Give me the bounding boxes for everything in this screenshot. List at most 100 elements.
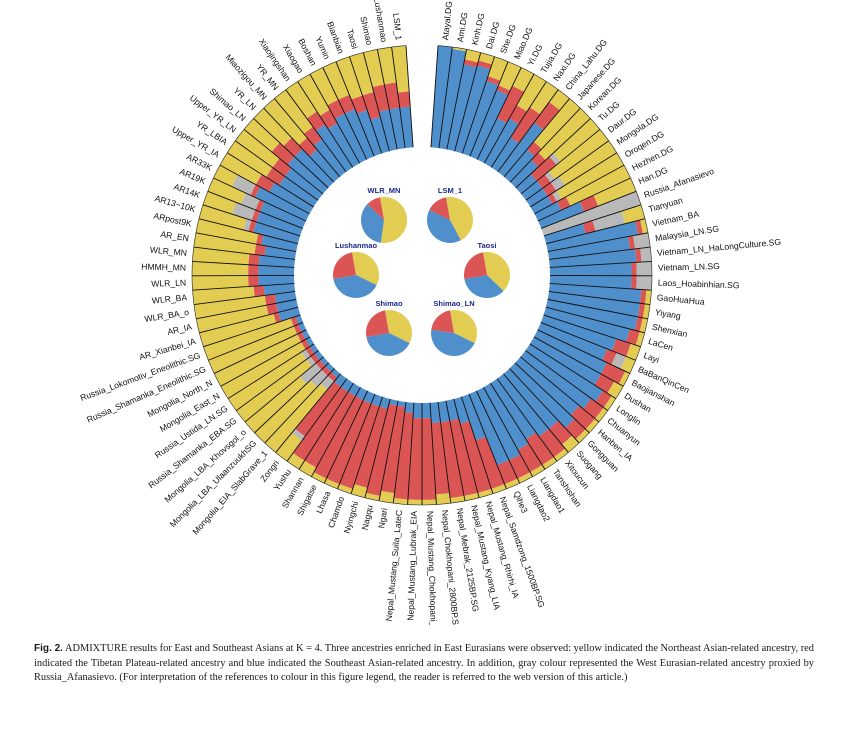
bar-segment-Russia_Ustida_LN.SG-r	[305, 346, 315, 357]
bar-segment-Shannan-r	[304, 391, 356, 468]
bar-segment-Shimao_LN-y	[244, 118, 280, 152]
bar-separator	[263, 107, 335, 183]
population-label: Lushanmao	[372, 0, 389, 43]
bar-separator	[483, 73, 535, 164]
bar-segment-Lhasa-y	[324, 478, 340, 489]
bar-separator	[543, 204, 642, 237]
bar-segment-Vietnam_LN.SG-b	[549, 262, 632, 276]
bar-separator	[311, 387, 361, 477]
pie-label: Shimao	[375, 299, 403, 308]
bar-segment-LaCen-y	[635, 331, 645, 347]
bar-segment-Laos_Hoabinhian.SG-b	[549, 275, 632, 289]
bar-segment-Yumin-b	[344, 108, 375, 160]
bar-segment-AR19K-y	[207, 178, 246, 205]
bar-segment-Nepal_Mustang_Chokhopani_IA-r	[422, 418, 437, 500]
bar-segment-Longlin-y	[603, 395, 616, 411]
population-label: Tianyuan	[647, 195, 684, 214]
bar-separator	[203, 314, 301, 348]
bar-segment-Shannan-b	[348, 383, 361, 397]
bar-segment-Mongolia_LBA_Khovsgol_o-b	[319, 356, 329, 367]
bar-separator	[220, 336, 311, 387]
bar-segment-AR13~10K-g	[243, 218, 252, 232]
bar-segment-Nepal_Mustang_Chokhopani_IA-y	[422, 499, 437, 505]
bar-segment-AR33K-y	[213, 165, 238, 187]
bar-segment-WLR_BA_o-y	[193, 295, 267, 319]
bar-separator	[407, 402, 415, 505]
population-label: HMMH_MN	[141, 261, 186, 272]
pie-Taosi: Taosi	[464, 241, 511, 298]
bar-segment-AR_Xianbei_IA-y	[199, 313, 277, 347]
bar-separator	[335, 61, 375, 157]
bar-separator	[547, 298, 648, 320]
pie-label: Shimao_LN	[433, 299, 474, 308]
bar-segment-Mongolia_LBA_UlaanzuukhSG-b	[325, 362, 335, 373]
bar-segment-Layi-y	[626, 343, 641, 361]
bar-segment-Nyingchi-b	[379, 396, 391, 409]
bar-segment-Shimao_LN-r	[271, 142, 295, 165]
bar-segment-China_Lahu.DG-y	[549, 89, 570, 111]
bar-segment-Shigatse-y	[311, 472, 327, 484]
bar-separator	[453, 398, 480, 498]
bar-separator	[362, 52, 390, 152]
pie-label: LSM_1	[438, 186, 462, 195]
bar-segment-BaBanQinCen-b	[537, 322, 608, 361]
bar-segment-Suogang-b	[503, 368, 559, 429]
bar-segment-WLR_BA_o-r	[264, 294, 277, 306]
bar-separator	[219, 164, 310, 215]
bar-segment-Russia_Lokomotiv_Eneolithic.SG-r	[290, 316, 299, 327]
bar-segment-Nepal_Samdzong_1500BP.SG-y	[491, 484, 507, 494]
bar-separator	[545, 218, 646, 245]
bar-segment-Vietnam_LN_HaLongCulture.SG-b	[549, 248, 637, 268]
pie-Shimao: Shimao	[366, 299, 412, 357]
bar-separator	[364, 398, 391, 498]
population-label: LaCen	[647, 336, 674, 353]
bar-segment-Miaozigou_MN-b	[309, 149, 340, 183]
pie-Shimao_LN: Shimao_LN	[431, 299, 478, 357]
population-label: WLR_LN	[151, 278, 186, 289]
pie-slice-y	[380, 197, 407, 243]
bar-segment-Tu.DG-r	[530, 156, 557, 181]
bar-segment-Mongolia_North_N-r	[297, 331, 306, 342]
bar-segment-Suogang-r	[548, 420, 573, 445]
bar-segment-Mongola.DG-y	[559, 140, 617, 186]
bar-segment-Liangdao1-r	[517, 443, 543, 473]
population-label: AR_EN	[160, 229, 190, 243]
population-label: LSM_1	[391, 13, 404, 41]
population-label: Dai.DG	[484, 20, 502, 50]
bar-segment-LaCen-b	[543, 307, 630, 342]
bar-segment-Hanben_IA-y	[585, 418, 599, 433]
bar-separator	[391, 46, 406, 149]
bar-segment-Tu.DG-g	[549, 153, 561, 165]
caption-label: Fig. 2.	[34, 643, 63, 654]
bar-segment-Russia_Shamanka_Eneolithic.SG-y	[208, 326, 298, 374]
bar-separator	[475, 390, 521, 484]
bar-separator	[469, 61, 509, 157]
bar-separator	[235, 350, 319, 411]
bar-separator	[208, 322, 304, 361]
bar-separator	[195, 232, 297, 252]
bar-segment-Daur.DG-g	[544, 171, 555, 183]
population-label: Kinh.DG	[469, 12, 486, 46]
bar-separator	[243, 128, 324, 195]
population-label: AR14K	[173, 182, 202, 201]
bar-segment-Korean.DG-y	[538, 108, 591, 161]
bar-segment-Nepal_Mustang_Suila_LateC-b	[404, 401, 414, 413]
bar-segment-Bianbian-b	[356, 109, 382, 157]
bar-segment-Naxi.DG-y	[529, 81, 559, 115]
bar-segment-Nyingchi-y	[351, 484, 368, 498]
pie-slice-r	[366, 310, 389, 337]
outer-ring	[191, 45, 653, 506]
bar-separator	[264, 368, 335, 444]
bar-segment-Xiaogao-r	[319, 109, 338, 129]
bar-segment-Mongolia_East_N-r	[301, 339, 310, 350]
bar-segment-She.DG-b	[462, 80, 499, 157]
bar-segment-Upper_YR_IA-b	[269, 182, 314, 214]
bar-separator	[503, 98, 570, 178]
population-label: Shenxian	[651, 322, 688, 340]
bar-segment-Malaysia_LN.SG-r	[628, 235, 636, 250]
bar-segment-Laos_Hoabinhian.SG-r	[631, 275, 637, 290]
bar-segment-Russia_Shamanka_EBA.SG-g	[306, 356, 316, 367]
bar-segment-Nepal_Mustang_Kyang_LIA-y	[464, 492, 480, 501]
bar-segment-Yiyang-r	[637, 303, 646, 318]
bar-segment-WLR_LN-r	[248, 275, 259, 287]
